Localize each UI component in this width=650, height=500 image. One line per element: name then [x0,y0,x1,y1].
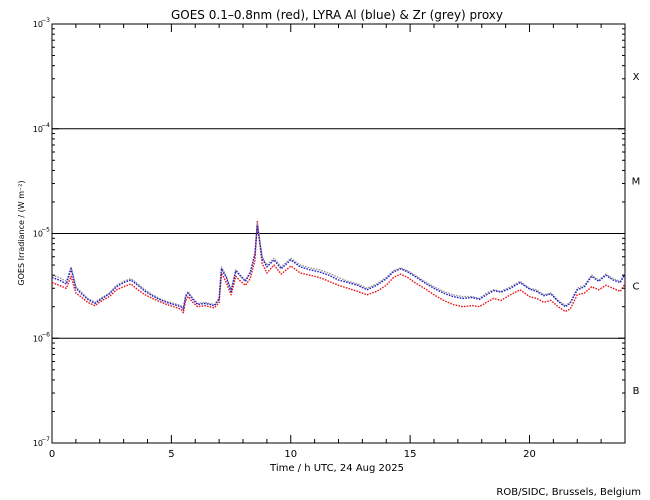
y-tick-label: 10−6 [33,331,50,343]
y-axis-label: GOES Irradiance / (W m⁻²) [17,180,26,285]
x-axis-label: Time / h UTC, 24 Aug 2025 [269,463,404,474]
y-tick-exponent: −6 [41,331,50,338]
series-line-2 [51,224,626,310]
x-tick-label: 10 [284,449,297,460]
y-tick-exponent: −7 [41,436,50,443]
y-tick-label: 10−7 [33,436,50,448]
y-tick-base: 10 [33,439,43,448]
x-tick-label: 15 [404,449,417,460]
series-line-1 [51,222,626,309]
series-line-0 [51,220,626,314]
x-tick-labels: 0 5 10 15 20 [49,449,536,460]
x-tick-label: 20 [523,449,536,460]
y-tick-label: 10−5 [33,227,50,239]
class-label-c: C [633,281,640,292]
x-tick-label: 5 [168,449,174,460]
x-tick-label: 0 [49,449,55,460]
y-tick-label: 10−4 [33,122,50,134]
class-threshold-lines [52,128,625,339]
tick-marks [52,23,625,444]
y-tick-exponent: −3 [41,17,50,24]
class-label-m: M [632,177,641,188]
y-tick-exponent: −4 [41,122,50,129]
class-label-b: B [633,386,640,397]
chart-title: GOES 0.1–0.8nm (red), LYRA Al (blue) & Z… [171,8,503,22]
class-label-x: X [633,72,640,83]
flare-class-labels: X M C B [632,72,641,397]
credit-text: ROB/SIDC, Brussels, Belgium [496,487,641,498]
y-tick-base: 10 [33,125,43,134]
series-layer [51,220,626,314]
y-tick-labels: 10−710−610−510−410−3 [33,17,50,448]
y-tick-base: 10 [33,230,43,239]
y-tick-label: 10−3 [33,17,50,29]
y-tick-base: 10 [33,334,43,343]
y-tick-exponent: −5 [41,227,50,234]
y-tick-base: 10 [33,20,43,29]
